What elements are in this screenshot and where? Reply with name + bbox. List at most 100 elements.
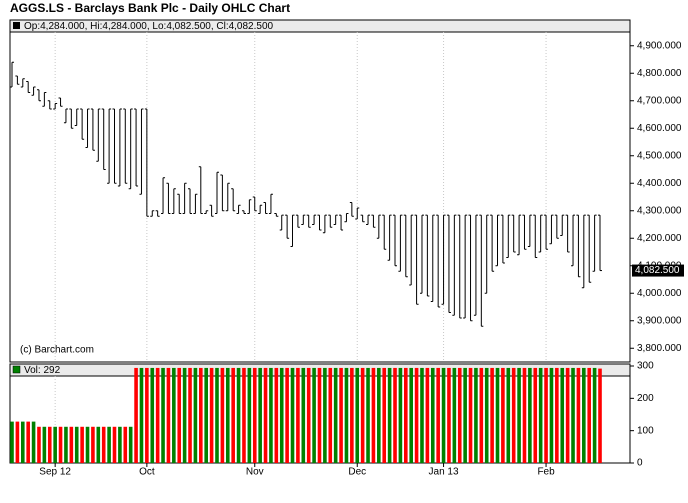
volume-bar <box>382 367 387 463</box>
volume-bar <box>231 367 235 463</box>
volume-bar <box>425 367 430 463</box>
volume-bar <box>420 367 424 463</box>
legend-text: Op:4,284.000, Hi:4,284.000, Lo:4,082.500… <box>24 21 274 32</box>
y-tick-label: 3,800.000 <box>637 343 682 354</box>
volume-bar <box>269 367 273 463</box>
volume-bar <box>58 426 63 463</box>
volume-bar <box>10 421 14 463</box>
volume-bar <box>533 367 538 463</box>
volume-bar <box>80 426 84 463</box>
volume-bar <box>544 367 548 463</box>
volume-bar <box>328 367 333 463</box>
volume-bar <box>118 426 122 463</box>
volume-bar <box>528 367 532 463</box>
volume-bar <box>279 367 284 463</box>
volume-bar <box>592 367 597 463</box>
volume-bar <box>296 367 300 463</box>
volume-bar <box>565 367 570 463</box>
volume-bar <box>409 367 413 463</box>
volume-bar <box>495 367 500 463</box>
volume-bar <box>193 367 198 463</box>
watermark: (c) Barchart.com <box>20 345 94 356</box>
volume-bar <box>474 367 478 463</box>
last-price-tag <box>632 264 684 277</box>
volume-legend: Vol: 292 <box>24 365 61 376</box>
volume-bar <box>139 367 144 463</box>
last-price-label: 4,082.500 <box>635 265 680 276</box>
volume-bar <box>204 367 209 463</box>
volume-bar <box>301 367 306 463</box>
legend-swatch <box>13 22 20 29</box>
volume-bar <box>20 421 25 463</box>
volume-bar <box>555 367 559 463</box>
volume-bar <box>587 367 592 463</box>
volume-bar <box>247 367 252 463</box>
x-tick-label: Dec <box>348 467 366 478</box>
volume-bar <box>517 367 521 463</box>
volume-bar <box>479 367 484 463</box>
y2-tick-label: 0 <box>637 458 643 469</box>
volume-bar <box>26 421 30 463</box>
volume-bar <box>188 367 192 463</box>
volume-bar <box>215 367 219 463</box>
volume-bar <box>161 367 165 463</box>
volume-bar <box>468 367 473 463</box>
volume-bar <box>290 367 295 463</box>
y-tick-label: 4,700.000 <box>637 95 682 106</box>
volume-bar <box>220 367 225 463</box>
volume-bar <box>112 426 117 463</box>
volume-bar <box>511 367 516 463</box>
volume-bar <box>166 367 171 463</box>
volume-bar <box>96 426 101 463</box>
y-tick-label: 4,000.000 <box>637 288 682 299</box>
y-tick-label: 4,300.000 <box>637 205 682 216</box>
volume-bar <box>323 367 327 463</box>
volume-bar <box>177 367 182 463</box>
volume-bar <box>155 367 160 463</box>
x-tick-label: Jan 13 <box>429 467 459 478</box>
y2-tick-label: 100 <box>637 425 654 436</box>
y-tick-label: 4,600.000 <box>637 123 682 134</box>
y-tick-label: 4,400.000 <box>637 178 682 189</box>
volume-bar <box>182 367 187 463</box>
volume-bar <box>457 367 462 463</box>
x-tick-label: Feb <box>537 467 555 478</box>
volume-bar <box>522 367 527 463</box>
volume-bar <box>242 367 246 463</box>
volume-bar <box>145 367 149 463</box>
volume-bar <box>355 367 360 463</box>
volume-bar <box>576 367 581 463</box>
y2-tick-label: 300 <box>637 361 654 372</box>
volume-bar <box>387 367 392 463</box>
volume-bar <box>436 367 440 463</box>
volume-bar <box>101 426 106 463</box>
volume-bar <box>582 367 586 463</box>
volume-bar <box>274 367 279 463</box>
volume-bar <box>252 367 257 463</box>
volume-bar <box>236 367 241 463</box>
volume-bar <box>31 421 36 463</box>
volume-bar <box>463 367 467 463</box>
volume-bar <box>85 426 90 463</box>
volume-bar <box>452 367 457 463</box>
volume-bar <box>549 367 554 463</box>
volume-bar <box>598 368 602 463</box>
price-header <box>9 19 631 33</box>
volume-bar <box>571 367 575 463</box>
y-tick-label: 3,900.000 <box>637 315 682 326</box>
volume-bar <box>258 367 262 463</box>
volume-bar <box>150 367 155 463</box>
y2-tick-label: 200 <box>637 393 654 404</box>
volume-bar <box>69 426 74 463</box>
volume-bar <box>501 367 505 463</box>
volume-bar <box>538 367 543 463</box>
volume-bar <box>393 367 397 463</box>
volume-bar <box>64 426 68 463</box>
volume-bar <box>506 367 511 463</box>
volume-bar <box>172 367 176 463</box>
volume-bar <box>490 367 494 463</box>
volume-bar <box>371 367 376 463</box>
volume-bar <box>403 367 408 463</box>
volume-bar <box>225 367 230 463</box>
